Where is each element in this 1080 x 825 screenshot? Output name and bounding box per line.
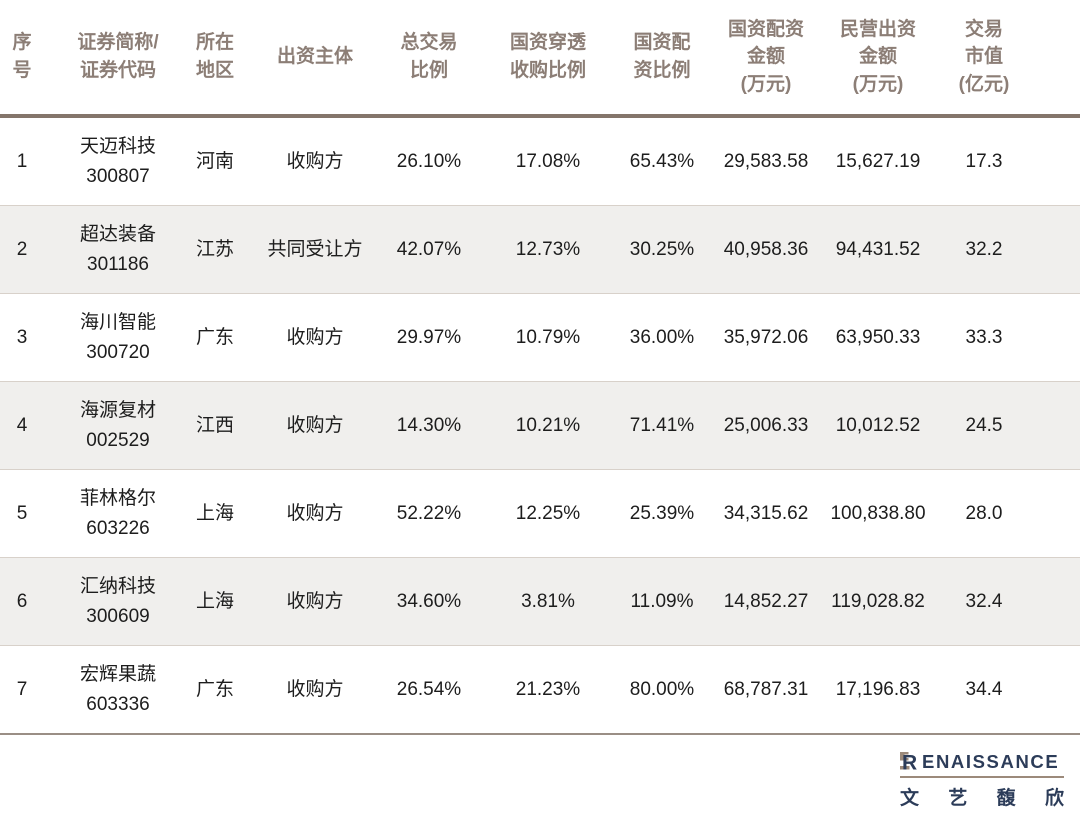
cell-allocation-ratio: 71.41% xyxy=(629,414,695,436)
cell-seq: 6 xyxy=(16,590,28,612)
table-row: 6 汇纳科技 300609 上海 收购方 34.60% 3.81% 11.09%… xyxy=(0,557,1080,646)
col-header-private-amount: 民营出资 金额 (万元) xyxy=(839,18,916,95)
logo-divider xyxy=(900,776,1064,778)
cell-entity: 收购方 xyxy=(286,326,344,348)
brand-chinese-name: 文艺馥欣 xyxy=(900,788,1064,809)
col-header-market-value: 交易 市值 (亿元) xyxy=(958,18,1010,95)
cell-penetration-ratio: 17.08% xyxy=(515,150,581,172)
cell-private-amount: 94,431.52 xyxy=(835,238,921,260)
cell-allocation-ratio: 11.09% xyxy=(630,590,694,612)
cell-market-value: 32.2 xyxy=(965,238,1003,260)
cell-penetration-ratio: 10.79% xyxy=(515,326,581,348)
cell-allocation-ratio: 80.00% xyxy=(629,678,695,700)
table-row: 5 菲林格尔 603226 上海 收购方 52.22% 12.25% 25.39… xyxy=(0,469,1080,558)
cell-entity: 收购方 xyxy=(286,414,344,436)
table-row: 3 海川智能 300720 广东 收购方 29.97% 10.79% 36.00… xyxy=(0,293,1080,382)
footer: R ENAISSANCE 文艺馥欣 xyxy=(0,735,1080,820)
cell-security: 海川智能 300720 xyxy=(79,312,156,363)
cell-total-ratio: 29.97% xyxy=(396,326,462,348)
acquisition-deals-table: 序 号 证券简称/ 证券代码 所在 地区 出资主体 总交易 比例 国资穿透 收购… xyxy=(0,0,1080,735)
col-header-entity: 出资主体 xyxy=(276,46,353,68)
cell-total-ratio: 26.10% xyxy=(396,150,462,172)
cell-allocation-amount: 25,006.33 xyxy=(723,414,809,436)
cell-security: 海源复材 002529 xyxy=(79,400,156,451)
cell-private-amount: 100,838.80 xyxy=(830,502,926,524)
col-header-seq: 序 号 xyxy=(12,32,32,81)
cell-seq: 3 xyxy=(16,326,28,348)
cell-allocation-amount: 29,583.58 xyxy=(723,150,809,172)
cell-allocation-amount: 40,958.36 xyxy=(723,238,809,260)
renaissance-logo: R ENAISSANCE 文艺馥欣 xyxy=(900,750,1064,810)
brand-wordmark: R ENAISSANCE xyxy=(900,750,1064,775)
col-header-allocation-amount: 国资配资 金额 (万元) xyxy=(727,18,804,95)
table-header-row: 序 号 证券简称/ 证券代码 所在 地区 出资主体 总交易 比例 国资穿透 收购… xyxy=(0,0,1080,116)
cell-market-value: 28.0 xyxy=(965,502,1003,524)
cell-region: 广东 xyxy=(195,678,234,700)
cell-region: 河南 xyxy=(195,150,234,172)
col-header-allocation-ratio: 国资配 资比例 xyxy=(633,32,691,81)
table-row: 4 海源复材 002529 江西 收购方 14.30% 10.21% 71.41… xyxy=(0,381,1080,470)
cell-private-amount: 15,627.19 xyxy=(835,150,921,172)
cell-penetration-ratio: 21.23% xyxy=(515,678,581,700)
col-header-region: 所在 地区 xyxy=(195,32,234,81)
cell-allocation-ratio: 25.39% xyxy=(629,502,695,524)
cell-security: 宏辉果蔬 603336 xyxy=(79,664,156,715)
cell-seq: 4 xyxy=(16,414,28,436)
cell-allocation-amount: 68,787.31 xyxy=(723,678,809,700)
cell-total-ratio: 42.07% xyxy=(396,238,462,260)
cell-private-amount: 17,196.83 xyxy=(835,678,921,700)
cell-entity: 收购方 xyxy=(286,590,344,612)
cell-allocation-ratio: 30.25% xyxy=(629,238,695,260)
cell-allocation-amount: 34,315.62 xyxy=(723,502,809,524)
cell-seq: 5 xyxy=(16,502,28,524)
cell-seq: 1 xyxy=(16,150,28,172)
col-header-penetration-ratio: 国资穿透 收购比例 xyxy=(509,32,586,81)
cell-region: 上海 xyxy=(195,502,234,524)
cell-security: 超达装备 301186 xyxy=(79,224,156,275)
brand-name-text: ENAISSANCE xyxy=(922,750,1060,772)
cell-total-ratio: 14.30% xyxy=(396,414,462,436)
cell-total-ratio: 34.60% xyxy=(396,590,462,612)
cell-market-value: 33.3 xyxy=(965,326,1003,348)
cell-seq: 2 xyxy=(16,238,28,260)
cell-allocation-ratio: 65.43% xyxy=(629,150,695,172)
cell-private-amount: 119,028.82 xyxy=(831,590,925,612)
table-row: 7 宏辉果蔬 603336 广东 收购方 26.54% 21.23% 80.00… xyxy=(0,645,1080,735)
renaissance-r-mark-icon: R xyxy=(900,750,921,775)
cell-entity: 收购方 xyxy=(286,150,344,172)
cell-penetration-ratio: 12.73% xyxy=(515,238,581,260)
cell-region: 上海 xyxy=(195,590,234,612)
cell-allocation-amount: 14,852.27 xyxy=(723,590,809,612)
cell-market-value: 17.3 xyxy=(965,150,1003,172)
cell-private-amount: 63,950.33 xyxy=(835,326,921,348)
cell-private-amount: 10,012.52 xyxy=(835,414,921,436)
cell-region: 江西 xyxy=(195,414,234,436)
cell-market-value: 34.4 xyxy=(965,678,1003,700)
cell-penetration-ratio: 3.81% xyxy=(521,590,575,612)
cell-entity: 收购方 xyxy=(286,678,344,700)
col-header-total-ratio: 总交易 比例 xyxy=(400,32,458,81)
table-row: 1 天迈科技 300807 河南 收购方 26.10% 17.08% 65.43… xyxy=(0,116,1080,206)
cell-security: 菲林格尔 603226 xyxy=(79,488,156,539)
cell-security: 汇纳科技 300609 xyxy=(79,576,156,627)
svg-text:R: R xyxy=(902,752,917,773)
cell-entity: 收购方 xyxy=(286,502,344,524)
cell-market-value: 32.4 xyxy=(965,590,1003,612)
cell-total-ratio: 52.22% xyxy=(396,502,462,524)
cell-penetration-ratio: 12.25% xyxy=(515,502,581,524)
cell-allocation-amount: 35,972.06 xyxy=(723,326,809,348)
cell-seq: 7 xyxy=(16,678,28,700)
cell-penetration-ratio: 10.21% xyxy=(515,414,581,436)
cell-security: 天迈科技 300807 xyxy=(79,136,156,187)
cell-region: 广东 xyxy=(195,326,234,348)
table-row: 2 超达装备 301186 江苏 共同受让方 42.07% 12.73% 30.… xyxy=(0,205,1080,294)
cell-total-ratio: 26.54% xyxy=(396,678,462,700)
col-header-security: 证券简称/ 证券代码 xyxy=(77,32,159,81)
cell-region: 江苏 xyxy=(195,238,234,260)
cell-allocation-ratio: 36.00% xyxy=(629,326,695,348)
cell-market-value: 24.5 xyxy=(965,414,1003,436)
cell-entity: 共同受让方 xyxy=(267,238,363,260)
